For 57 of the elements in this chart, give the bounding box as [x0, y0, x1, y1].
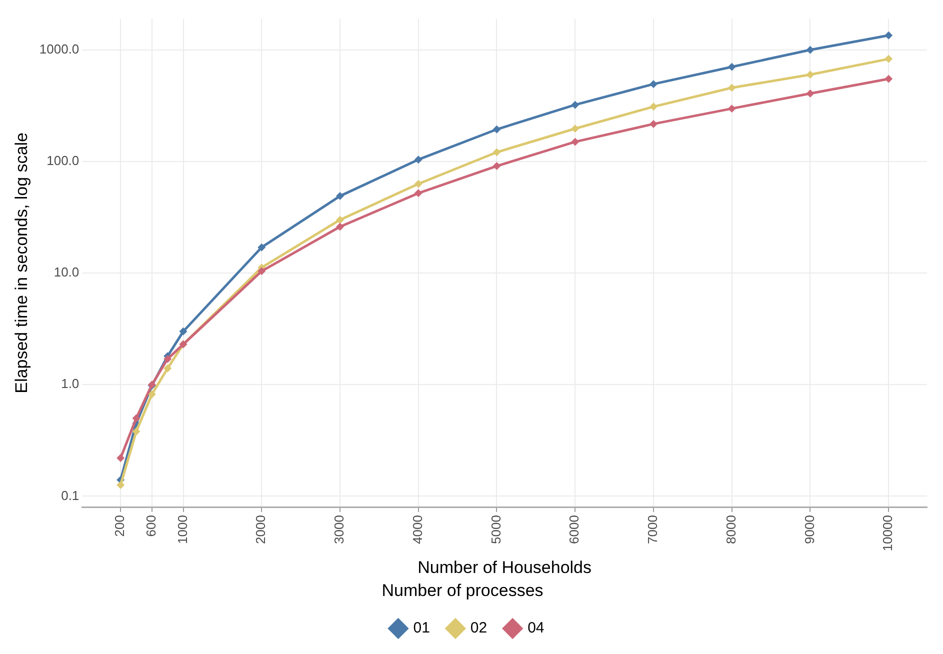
point	[649, 80, 658, 88]
point	[414, 189, 422, 198]
point	[884, 54, 893, 63]
legend-title: Number of processes	[382, 580, 544, 600]
point	[571, 138, 580, 146]
point	[571, 100, 580, 109]
point	[649, 120, 658, 128]
point	[164, 354, 172, 363]
point	[336, 192, 344, 200]
y-tick-label: 10.0	[54, 264, 80, 280]
point	[258, 267, 266, 276]
point	[492, 162, 501, 170]
y-tick-label: 1000.0	[39, 41, 80, 56]
x-tick-label: 8000	[723, 515, 738, 544]
point	[884, 74, 893, 83]
x-tick-label: 600	[143, 515, 158, 537]
x-tick-label: 200	[112, 515, 128, 537]
point	[806, 46, 814, 54]
x-tick-label: 1000	[174, 515, 190, 544]
point	[132, 428, 140, 436]
x-tick-label: 9000	[802, 515, 817, 544]
point	[179, 327, 188, 336]
point	[728, 62, 736, 71]
point	[258, 243, 266, 252]
legend-label: 02	[470, 620, 488, 637]
x-tick-label: 3000	[332, 515, 347, 544]
legend-label: 01	[413, 620, 430, 637]
point	[164, 364, 172, 372]
legend-label: 04	[528, 620, 544, 637]
x-tick-label: 2000	[253, 515, 268, 544]
y-axis-title: Elapsed time in seconds, log scale	[12, 132, 31, 394]
point	[336, 222, 344, 231]
point	[728, 84, 736, 92]
point	[571, 124, 580, 133]
point	[492, 125, 501, 134]
point	[414, 156, 422, 164]
point	[148, 390, 156, 398]
point	[728, 104, 736, 113]
y-tick-label: 0.1	[61, 488, 80, 503]
point	[492, 148, 501, 156]
point	[336, 216, 344, 224]
point	[884, 31, 893, 40]
y-tick-label: 100.0	[46, 153, 80, 168]
point	[414, 180, 422, 188]
y-tick-label: 1.0	[61, 376, 80, 392]
x-tick-label: 4000	[410, 515, 425, 544]
x-tick-label: 6000	[566, 515, 582, 544]
point	[806, 89, 814, 98]
point	[116, 454, 125, 462]
x-tick-label: 10000	[880, 515, 896, 552]
x-axis-title: Number of Households	[418, 558, 592, 578]
point	[806, 70, 814, 79]
point	[132, 414, 140, 422]
x-tick-label: 7000	[645, 515, 660, 544]
point	[649, 102, 658, 111]
point	[116, 481, 125, 490]
x-tick-label: 5000	[488, 515, 504, 544]
